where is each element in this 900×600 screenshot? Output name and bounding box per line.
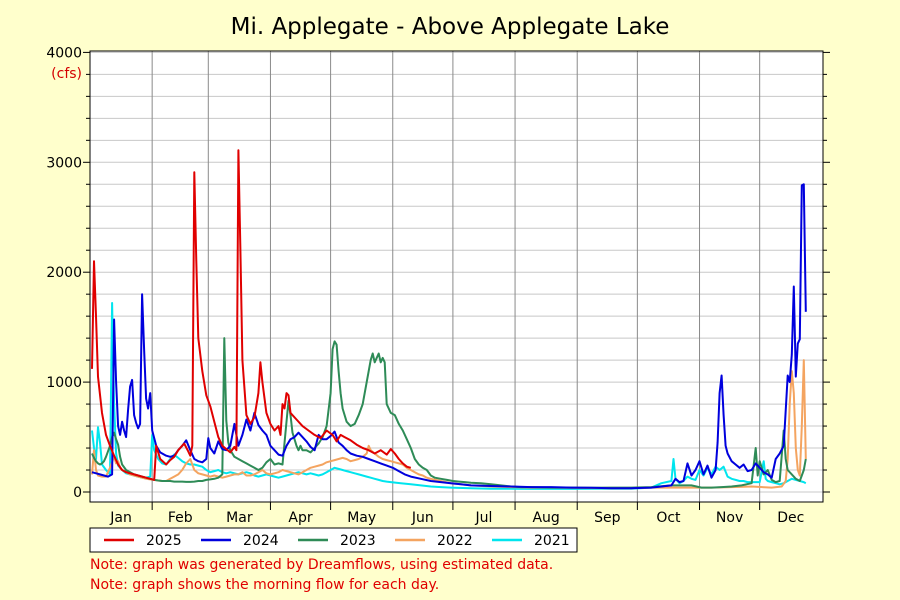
legend-label: 2024 xyxy=(243,533,279,549)
x-tick-label: Aug xyxy=(532,510,559,526)
y-tick-label: 0 xyxy=(73,485,82,501)
x-tick-label: Apr xyxy=(288,510,312,526)
grid xyxy=(90,51,823,502)
legend: 2025 2024 2023 2022 2021 xyxy=(89,527,578,553)
y-tick-label: 1000 xyxy=(46,375,82,391)
note-morning-flow: Note: graph shows the morning flow for e… xyxy=(90,577,440,593)
note-estimated-data: Note: graph was generated by Dreamflows,… xyxy=(90,557,554,573)
legend-label: 2021 xyxy=(534,533,570,549)
plot-frame xyxy=(89,50,824,503)
y-axis-unit: (cfs) xyxy=(51,66,82,82)
series-line-2021 xyxy=(91,302,807,490)
plot-area xyxy=(89,50,824,503)
axes: Jan Feb Mar Apr May Jun Jul Aug Sep Oct Nov Dec 0 100… xyxy=(46,45,830,526)
legend-label: 2025 xyxy=(146,533,182,549)
x-tick-label: Mar xyxy=(226,510,253,526)
x-tick-label: Feb xyxy=(168,510,193,526)
x-tick-label: Jul xyxy=(475,510,493,526)
y-tick-label: 3000 xyxy=(46,155,82,171)
series-line-2025 xyxy=(91,149,412,481)
x-tick-label: Sep xyxy=(594,510,621,526)
x-tick-label: Jan xyxy=(109,510,132,526)
x-tick-label: Dec xyxy=(777,510,804,526)
y-tick-label: 2000 xyxy=(46,265,82,281)
y-tick-label: 4000 xyxy=(46,45,82,61)
series-lines xyxy=(91,149,807,490)
x-tick-label: Oct xyxy=(656,510,681,526)
chart-title: Mi. Applegate - Above Applegate Lake xyxy=(231,14,670,40)
legend-label: 2022 xyxy=(437,533,473,549)
x-tick-label: May xyxy=(347,510,376,526)
series-line-2024 xyxy=(91,183,807,490)
x-tick-label: Nov xyxy=(716,510,743,526)
legend-label: 2023 xyxy=(340,533,376,549)
x-tick-label: Jun xyxy=(411,510,434,526)
